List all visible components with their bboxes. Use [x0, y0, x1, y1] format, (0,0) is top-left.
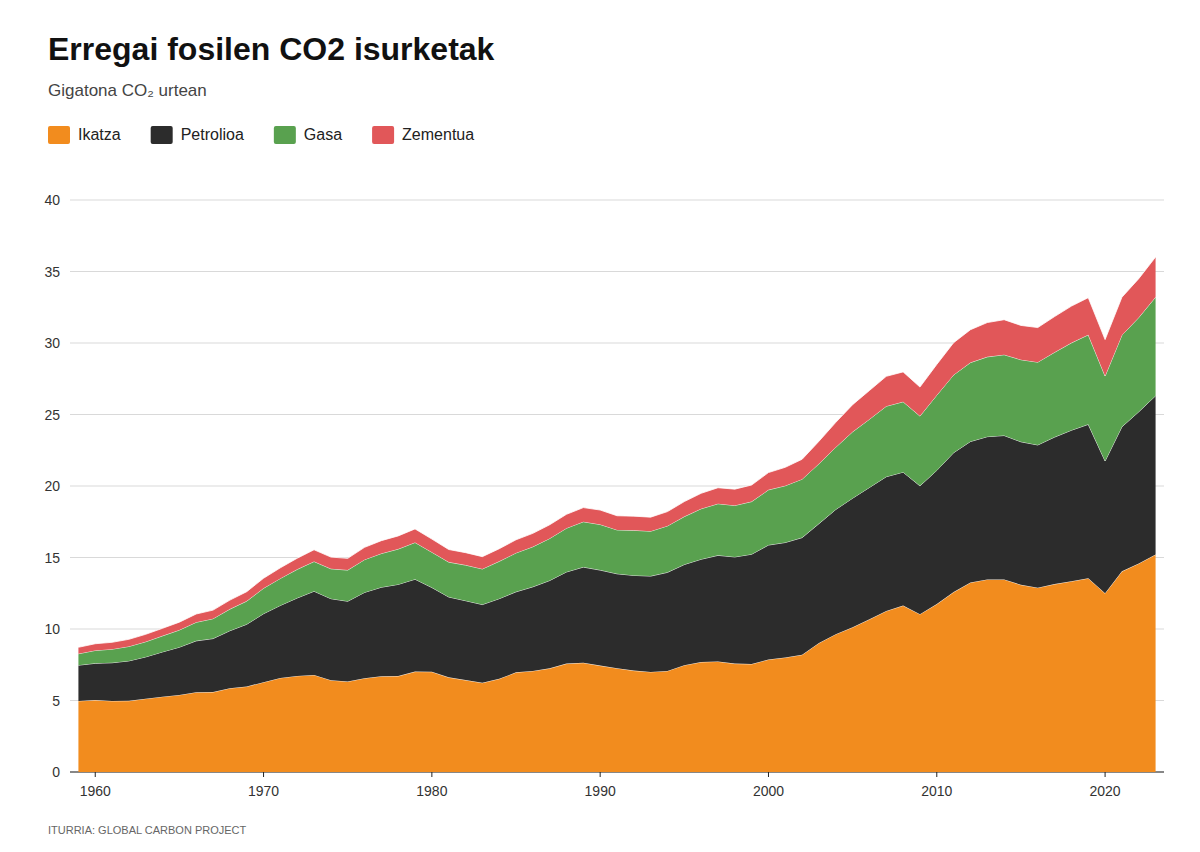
- x-tick-label: 1990: [585, 783, 616, 799]
- y-tick-label: 40: [44, 192, 60, 208]
- legend-swatch: [274, 126, 296, 144]
- area-fill: [78, 257, 1155, 654]
- x-tick-label: 1970: [248, 783, 279, 799]
- y-tick-label: 35: [44, 264, 60, 280]
- x-tick-label: 2000: [753, 783, 784, 799]
- legend-swatch: [48, 126, 70, 144]
- area-edge: [78, 257, 1155, 647]
- y-tick-label: 15: [44, 550, 60, 566]
- x-tick-label: 2020: [1090, 783, 1121, 799]
- y-tick-label: 0: [52, 764, 60, 780]
- x-tick: [1105, 772, 1106, 777]
- legend-label: Ikatza: [78, 126, 121, 143]
- axes: 0 5 10 15 20 25 30 35 40 1960 1970 1980 1990 2000 2010…: [44, 192, 1164, 799]
- x-tick: [936, 772, 937, 777]
- grid-line: [70, 271, 1164, 272]
- grid-line: [70, 200, 1164, 201]
- x-tick: [600, 772, 601, 777]
- y-tick-label: 10: [44, 621, 60, 637]
- y-tick-label: 30: [44, 335, 60, 351]
- x-tick: [431, 772, 432, 777]
- legend-label: Gasa: [304, 126, 342, 143]
- x-tick-label: 1960: [80, 783, 111, 799]
- x-tick: [263, 772, 264, 777]
- plot-area: [78, 257, 1155, 772]
- x-tick: [768, 772, 769, 777]
- y-tick-label: 5: [52, 693, 60, 709]
- subtitle: Gigatona CO₂ urtean: [48, 81, 207, 100]
- legend-label: Petrolioa: [181, 126, 244, 143]
- x-tick-label: 1980: [416, 783, 447, 799]
- legend-label: Zementua: [402, 126, 474, 143]
- legend: Ikatza Petrolioa Gasa Zementua: [48, 126, 474, 144]
- title: Erregai fosilen CO2 isurketak: [48, 31, 495, 67]
- legend-swatch: [372, 126, 394, 144]
- x-tick: [95, 772, 96, 777]
- source: ITURRIA: GLOBAL CARBON PROJECT: [48, 824, 247, 836]
- legend-swatch: [151, 126, 173, 144]
- y-tick-label: 25: [44, 407, 60, 423]
- x-tick-label: 2010: [921, 783, 952, 799]
- chart: Erregai fosilen CO2 isurketak Gigatona CO…: [0, 0, 1200, 852]
- y-tick-label: 20: [44, 478, 60, 494]
